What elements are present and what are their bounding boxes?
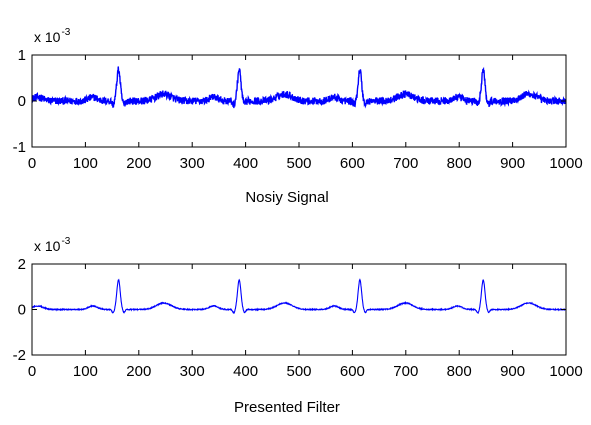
x-tick-label: 300	[180, 363, 205, 380]
x-tick-label: 0	[28, 363, 36, 380]
x-tick-label: 300	[180, 155, 205, 172]
y-tick-label: 2	[18, 256, 26, 273]
x-tick-label: 100	[73, 363, 98, 380]
x-tick-label: 100	[73, 155, 98, 172]
y-tick-label: -1	[13, 139, 26, 156]
x-tick-label: 400	[233, 363, 258, 380]
axes-box	[31, 263, 567, 356]
x-tick-label: 600	[340, 363, 365, 380]
x-tick-label: 600	[340, 155, 365, 172]
y-tick-label: 0	[18, 93, 26, 110]
y-tick-label: 1	[18, 47, 26, 64]
x-tick-label: 800	[447, 155, 472, 172]
x-tick-label: 1000	[549, 363, 582, 380]
x-tick-label: 900	[500, 363, 525, 380]
series-line	[32, 66, 566, 109]
x-tick-label: 700	[393, 363, 418, 380]
x-tick-label: 900	[500, 155, 525, 172]
x-tick-label: 200	[126, 155, 151, 172]
x-tick-label: 700	[393, 155, 418, 172]
x-tick-label: 500	[286, 155, 311, 172]
x-tick-label: 0	[28, 155, 36, 172]
x-tick-label: 1000	[549, 155, 582, 172]
x-tick-label: 200	[126, 363, 151, 380]
axis-exponent: x 10	[34, 29, 61, 45]
x-tick-label: 400	[233, 155, 258, 172]
y-tick-label: 0	[18, 302, 26, 319]
series-line	[32, 278, 566, 314]
axis-exponent-power: -3	[61, 27, 70, 38]
x-axis-label: Presented Filter	[234, 399, 340, 416]
axis-exponent: x 10	[34, 238, 61, 254]
axis-exponent-power: -3	[61, 236, 70, 247]
x-axis-label: Nosiy Signal	[245, 189, 328, 206]
x-tick-label: 800	[447, 363, 472, 380]
y-tick-label: -2	[13, 347, 26, 364]
x-tick-label: 500	[286, 363, 311, 380]
